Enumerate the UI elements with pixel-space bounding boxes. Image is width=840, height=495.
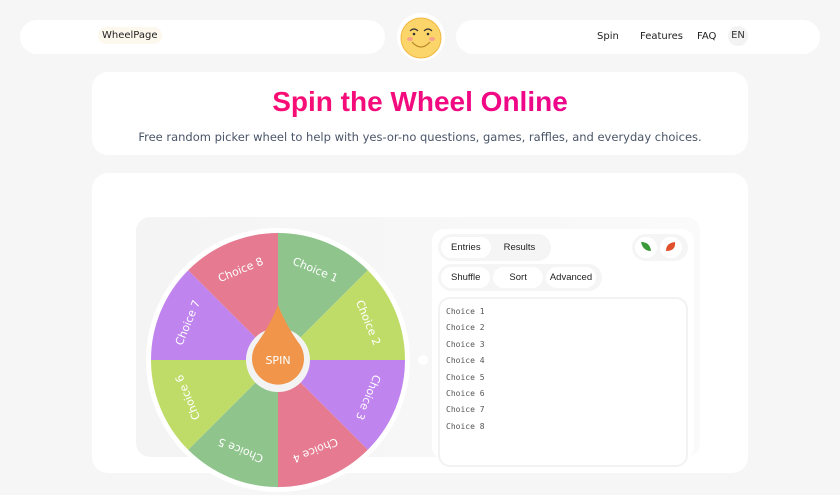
entries-panel: Entries Results Shuffle Sort Advanced Ch… [432,229,694,467]
hero-card: Spin the Wheel Online Free random picker… [92,72,748,155]
wheel-segment [151,360,278,450]
main-card: Choice 1 Choice 2 Choice 3 Choice 4 Choice 5… [92,173,748,492]
entry-line: Choice 4 [446,356,485,366]
tab-results[interactable]: Results [494,237,546,258]
tab-entries[interactable]: Entries [441,237,491,258]
entry-line: Choice 1 [446,307,485,316]
entry-line: Choice 3 [446,339,485,349]
shuffle-button[interactable]: Shuffle [441,267,491,288]
wheel-segment [278,233,368,360]
spin-button[interactable] [252,305,304,385]
entry-line: Choice 7 [446,405,485,415]
nav-faq[interactable]: FAQ [697,31,717,42]
spin-label[interactable]: SPIN [265,354,290,367]
entry-line: Choice 8 [446,421,485,431]
smiley-face-icon[interactable] [397,13,445,61]
nav-spin[interactable]: Spin [597,31,619,42]
wheel-panel: Choice 1 Choice 2 Choice 3 Choice 4 Choice 5… [136,217,700,492]
header-right: Spin Features FAQ EN [456,20,820,54]
entry-line: Choice 5 [446,372,485,382]
page-subtitle: Free random picker wheel to help with ye… [138,130,702,144]
autumn-leaf-icon[interactable] [660,237,682,258]
wheel-pointer [418,355,428,365]
advanced-button[interactable]: Advanced [545,267,597,288]
wheel-segment [151,270,278,360]
language-button[interactable]: EN [728,26,748,46]
theme-icons [632,234,688,261]
header-left: WheelPage [20,20,385,54]
nav-features[interactable]: Features [640,31,683,42]
green-leaf-icon[interactable] [635,237,657,258]
entry-line: Choice 2 [446,323,485,333]
entry-line: Choice 6 [446,388,485,398]
tab-group: Entries Results [438,234,552,261]
wheel-segment [278,270,405,360]
wheel-segment [188,233,278,360]
entries-textarea[interactable]: Choice 1 Choice 2 Choice 3 Choice 4 Choice 5… [438,297,688,467]
wheel-segment [278,360,405,450]
sort-button[interactable]: Sort [493,267,543,288]
brand-link[interactable]: WheelPage [98,27,162,44]
page-title: Spin the Wheel Online [92,86,748,118]
action-group: Shuffle Sort Advanced [438,264,603,291]
